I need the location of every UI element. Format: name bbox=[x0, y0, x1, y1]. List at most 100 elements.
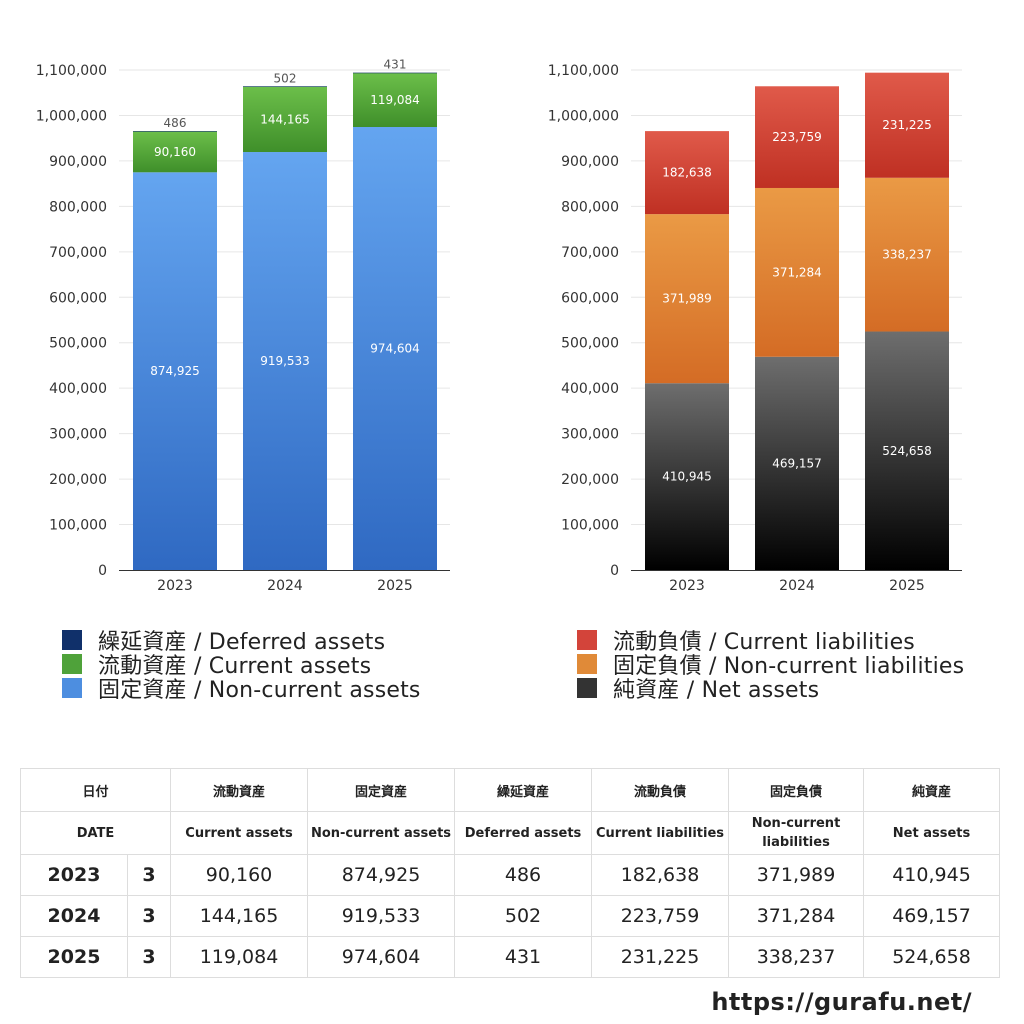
y-tick-label: 100,000 bbox=[561, 518, 619, 534]
bar-segment bbox=[645, 131, 729, 215]
current-assets-cell: 144,165 bbox=[170, 895, 309, 937]
y-tick-label: 0 bbox=[98, 563, 107, 579]
data-label: 469,157 bbox=[772, 456, 822, 470]
x-tick-label: 2023 bbox=[157, 578, 193, 594]
header-current-liabilities-jp: 流動負債 bbox=[591, 768, 730, 812]
bar-segment bbox=[133, 131, 217, 173]
current-liabilities-cell: 231,225 bbox=[591, 936, 730, 978]
current-liabilities-cell: 223,759 bbox=[591, 895, 730, 937]
x-tick-label: 2023 bbox=[669, 578, 705, 594]
header-net-assets-jp: 純資産 bbox=[863, 768, 1001, 812]
bar-segment bbox=[243, 152, 327, 570]
data-label: 338,237 bbox=[882, 248, 932, 262]
y-tick-label: 200,000 bbox=[49, 472, 107, 488]
x-tick-label: 2025 bbox=[889, 578, 925, 594]
y-tick-label: 1,000,000 bbox=[36, 108, 107, 124]
legend-label: 繰延資産 / Deferred assets bbox=[98, 630, 386, 655]
bar-segment bbox=[133, 131, 217, 132]
liabilities-chart: 0 100,000 200,000 300,000 400,000 500,000 600,… bbox=[548, 63, 962, 594]
data-label: 90,160 bbox=[154, 145, 196, 159]
data-label: 144,165 bbox=[260, 112, 310, 126]
bar-segment bbox=[133, 172, 217, 570]
bar-segment bbox=[243, 86, 327, 87]
header-date-en: DATE bbox=[19, 811, 172, 855]
y-tick-label: 900,000 bbox=[49, 154, 107, 170]
data-label: 182,638 bbox=[662, 166, 712, 180]
year-cell: 2023 bbox=[20, 854, 128, 896]
y-tick-label: 400,000 bbox=[561, 381, 619, 397]
month-cell: 3 bbox=[126, 895, 172, 937]
deferred-assets-cell: 486 bbox=[454, 854, 593, 896]
header-deferred-assets-jp: 繰延資産 bbox=[454, 768, 593, 812]
legend-swatch bbox=[577, 630, 597, 650]
data-label: 974,604 bbox=[370, 341, 420, 355]
header-current-assets-en: Current assets bbox=[170, 811, 309, 855]
legend-item-noncurrent-assets: 固定資産 / Non-current assets bbox=[62, 676, 421, 703]
header-noncurrent-liabilities-en: Non-current liabilities bbox=[728, 811, 865, 855]
y-tick-label: 1,000,000 bbox=[548, 108, 619, 124]
bar-segment bbox=[353, 72, 437, 127]
header-noncurrent-liabilities-jp: 固定負債 bbox=[728, 768, 865, 812]
noncurrent-liabilities-cell: 338,237 bbox=[728, 936, 865, 978]
data-label: 524,658 bbox=[882, 444, 932, 458]
header-date-jp: 日付 bbox=[19, 768, 172, 812]
deferred-assets-cell: 502 bbox=[454, 895, 593, 937]
y-tick-label: 800,000 bbox=[49, 199, 107, 215]
noncurrent-assets-cell: 974,604 bbox=[307, 936, 456, 978]
y-tick-label: 400,000 bbox=[49, 381, 107, 397]
assets-legend: 繰延資産 / Deferred assets 流動資産 / Current as… bbox=[62, 628, 421, 703]
data-label: 119,084 bbox=[370, 93, 420, 107]
data-label: 874,925 bbox=[150, 364, 200, 378]
noncurrent-liabilities-cell: 371,284 bbox=[728, 895, 865, 937]
header-deferred-assets-en: Deferred assets bbox=[454, 811, 593, 855]
table-row: 2025 3 119,084 974,604 431 231,225 338,2… bbox=[20, 936, 1001, 978]
site-url[interactable]: https://gurafu.net/ bbox=[711, 988, 972, 1016]
bar-segment bbox=[865, 72, 949, 178]
noncurrent-assets-cell: 874,925 bbox=[307, 854, 456, 896]
y-tick-label: 700,000 bbox=[49, 245, 107, 261]
bar-segment bbox=[755, 86, 839, 188]
year-cell: 2025 bbox=[20, 936, 128, 978]
y-tick-label: 1,100,000 bbox=[36, 63, 107, 79]
y-tick-label: 600,000 bbox=[561, 290, 619, 306]
y-tick-label: 500,000 bbox=[561, 336, 619, 352]
y-tick-label: 0 bbox=[610, 563, 619, 579]
liabilities-legend: 流動負債 / Current liabilities 固定負債 / Non-cu… bbox=[577, 628, 964, 703]
data-label: 410,945 bbox=[662, 470, 712, 484]
y-tick-label: 300,000 bbox=[561, 427, 619, 443]
legend-item-net-assets: 純資産 / Net assets bbox=[577, 676, 964, 703]
legend-label: 流動資産 / Current assets bbox=[98, 654, 372, 679]
data-label: 371,989 bbox=[662, 292, 712, 306]
legend-item-noncurrent-liabilities: 固定負債 / Non-current liabilities bbox=[577, 652, 964, 679]
y-tick-label: 900,000 bbox=[561, 154, 619, 170]
deferred-assets-cell: 431 bbox=[454, 936, 593, 978]
header-current-assets-jp: 流動資産 bbox=[170, 768, 309, 812]
header-noncurrent-assets-jp: 固定資産 bbox=[307, 768, 456, 812]
x-tick-label: 2024 bbox=[779, 578, 815, 594]
table-header-row-en: DATE Current assets Non-current assets D… bbox=[19, 811, 1001, 855]
assets-chart: 0 100,000 200,000 300,000 400,000 500,000 600,… bbox=[36, 58, 450, 594]
bar-segment bbox=[243, 86, 327, 153]
bar-segment bbox=[755, 187, 839, 357]
bar-segment bbox=[353, 126, 437, 571]
data-label: 223,759 bbox=[772, 130, 822, 144]
data-label: 502 bbox=[274, 71, 297, 85]
y-tick-label: 600,000 bbox=[49, 290, 107, 306]
month-cell: 3 bbox=[126, 854, 172, 896]
current-assets-cell: 119,084 bbox=[170, 936, 309, 978]
legend-label: 固定負債 / Non-current liabilities bbox=[613, 654, 965, 679]
y-tick-label: 100,000 bbox=[49, 518, 107, 534]
legend-swatch bbox=[577, 678, 597, 698]
net-assets-cell: 469,157 bbox=[863, 895, 1001, 937]
bar-segment bbox=[645, 383, 729, 570]
legend-swatch bbox=[62, 678, 82, 698]
table-row: 2024 3 144,165 919,533 502 223,759 371,2… bbox=[20, 895, 1001, 937]
bar-segment bbox=[865, 177, 949, 332]
data-label: 919,533 bbox=[260, 354, 310, 368]
legend-item-current-assets: 流動資産 / Current assets bbox=[62, 652, 421, 679]
data-label: 371,284 bbox=[772, 265, 822, 279]
legend-label: 純資産 / Net assets bbox=[613, 678, 820, 703]
data-label: 486 bbox=[164, 116, 187, 130]
bar-segment bbox=[645, 214, 729, 384]
header-current-liabilities-en: Current liabilities bbox=[591, 811, 730, 855]
